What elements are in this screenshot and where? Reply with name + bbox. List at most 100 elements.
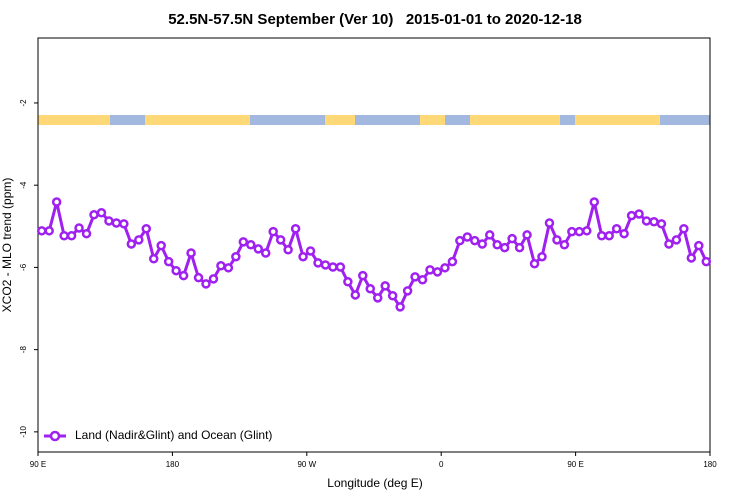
point — [268, 226, 278, 237]
x-tick-label: 90 E — [567, 460, 583, 469]
point — [298, 251, 308, 262]
point — [425, 265, 435, 275]
point — [440, 263, 450, 273]
point — [290, 224, 301, 234]
point — [275, 235, 286, 245]
point — [313, 258, 323, 268]
point — [634, 209, 644, 219]
point — [537, 251, 547, 262]
point — [66, 230, 77, 241]
point — [626, 210, 637, 221]
x-tick-label: 90 W — [297, 460, 316, 469]
point — [141, 224, 152, 234]
point — [216, 261, 226, 271]
point — [156, 240, 166, 251]
series-line — [41, 201, 708, 310]
point — [246, 240, 256, 250]
y-tick-label: -8 — [19, 346, 28, 354]
point — [470, 235, 480, 246]
point — [596, 230, 607, 241]
point — [343, 277, 353, 287]
point — [305, 246, 316, 256]
point — [544, 218, 555, 228]
point — [529, 258, 540, 269]
point — [462, 232, 473, 242]
x-tick-label: 180 — [166, 460, 180, 469]
point — [163, 256, 174, 267]
point — [51, 197, 62, 207]
point — [36, 226, 47, 236]
point — [447, 256, 458, 267]
point — [193, 272, 204, 283]
point — [686, 253, 697, 263]
point — [559, 240, 570, 250]
y-tick-label: -10 — [19, 426, 28, 438]
point — [656, 219, 667, 229]
point — [44, 226, 54, 236]
point — [148, 254, 159, 264]
point — [178, 270, 189, 281]
point — [89, 210, 99, 220]
point — [671, 235, 682, 245]
point — [387, 291, 398, 301]
point — [582, 226, 592, 236]
x-tick-label: 180 — [703, 460, 717, 469]
point — [231, 251, 241, 262]
point — [201, 279, 211, 289]
point — [619, 228, 629, 239]
point — [611, 224, 622, 234]
point — [499, 242, 510, 253]
point — [664, 239, 674, 249]
chart-title: 52.5N-57.5N September (Ver 10) 2015-01-0… — [168, 11, 582, 28]
point — [358, 270, 368, 281]
point — [111, 218, 122, 228]
point — [604, 230, 614, 241]
point — [649, 217, 659, 227]
legend-marker — [49, 430, 61, 442]
point — [208, 274, 219, 284]
point — [410, 272, 420, 282]
y-tick-label: -6 — [19, 263, 28, 271]
point — [186, 248, 196, 258]
point — [59, 230, 69, 241]
point — [380, 281, 390, 291]
point — [507, 233, 517, 244]
point — [395, 302, 405, 312]
point — [350, 290, 361, 300]
land-ocean-strip — [38, 115, 710, 125]
point — [492, 240, 502, 250]
point — [238, 237, 249, 247]
point — [253, 244, 264, 254]
point — [522, 230, 532, 240]
point — [320, 260, 331, 270]
point — [552, 235, 562, 245]
point — [126, 239, 137, 249]
point — [74, 223, 84, 233]
point — [701, 256, 712, 267]
point — [589, 197, 600, 207]
point — [484, 230, 495, 240]
point — [260, 248, 271, 258]
y-tick-label: -4 — [19, 181, 28, 189]
point — [328, 262, 338, 272]
point — [119, 219, 129, 229]
x-tick-label: 90 E — [30, 460, 46, 469]
point — [283, 244, 293, 255]
point — [134, 235, 144, 245]
point — [81, 228, 92, 239]
point — [223, 263, 234, 273]
point — [432, 267, 443, 277]
x-tick-label: 0 — [439, 460, 444, 469]
legend: Land (Nadir&Glint) and Ocean (Glint) — [44, 428, 272, 442]
point — [455, 235, 465, 246]
point — [417, 274, 428, 285]
point — [641, 216, 652, 226]
plot-frame — [37, 37, 711, 453]
y-axis-label: XCO2 - MLO trend (ppm) — [0, 178, 14, 313]
point — [372, 293, 383, 303]
point — [104, 216, 114, 226]
point — [402, 286, 413, 296]
point — [477, 239, 488, 249]
point — [679, 224, 689, 234]
